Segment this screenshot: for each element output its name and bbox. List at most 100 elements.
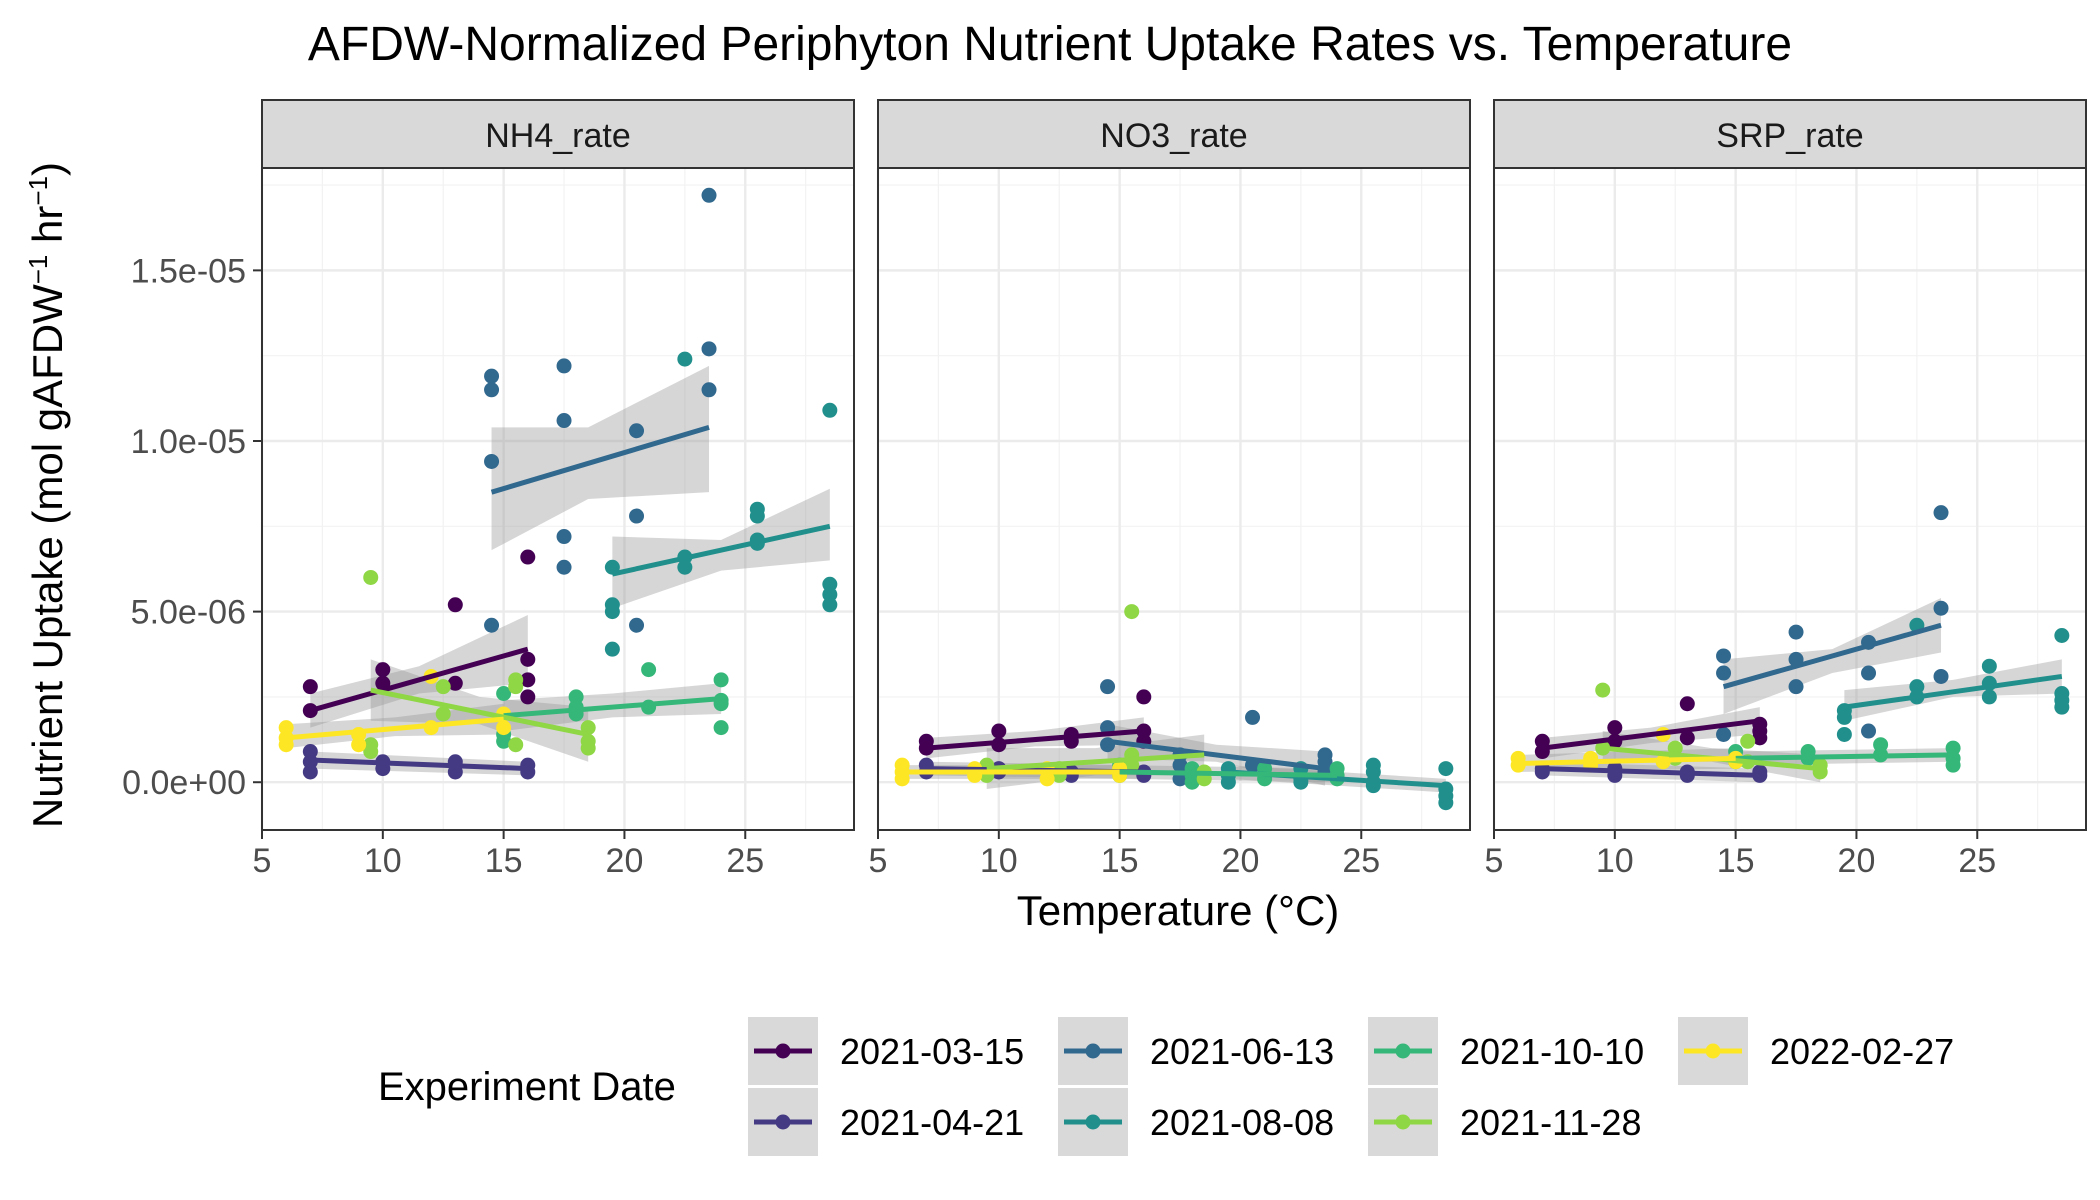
y-axis-label-end: ): [24, 162, 71, 176]
panel-border: [261, 167, 855, 831]
x-tick-label: 15: [1717, 842, 1755, 880]
fit-line-2021-03-15: [309, 646, 529, 713]
data-point-2021-10-10: [1945, 757, 1961, 773]
legend-item-2021-10-10: 2021-10-10: [1368, 1017, 1644, 1085]
data-point-2021-04-21: [302, 764, 318, 780]
data-point-2021-08-08: [2054, 627, 2070, 643]
data-point-2021-03-15: [1136, 689, 1152, 705]
data-point-2021-08-08: [604, 604, 620, 620]
legend-key-point: [1705, 1043, 1721, 1059]
legend-key-point: [775, 1114, 791, 1130]
legend: Experiment Date 2021-03-15 2021-04-21 2021…: [378, 1017, 1954, 1156]
data-point-2021-10-10: [641, 662, 657, 678]
legend-label: 2021-04-21: [840, 1102, 1024, 1143]
fit-line-2021-08-08: [611, 523, 831, 577]
facet-panel-NH4_rate: NH4_rate 5 10 15 20 25 0.0e+00 5.0e-06 1.0e-05 1.…: [122, 99, 855, 880]
data-point-2021-03-15: [1679, 696, 1695, 712]
data-point-2021-06-13: [1788, 624, 1804, 640]
data-point-2021-08-08: [1981, 689, 1997, 705]
data-point-2021-06-13: [556, 529, 572, 545]
panel-background: [1494, 168, 2086, 830]
fit-line-2021-06-13: [1107, 738, 1326, 772]
data-point-2021-06-13: [1788, 679, 1804, 695]
data-point-2021-06-13: [484, 617, 500, 633]
data-point-2021-06-13: [1933, 505, 1949, 521]
fit-line-2022-02-27: [1518, 755, 1736, 766]
data-point-2021-11-28: [363, 744, 379, 760]
data-point-2021-06-13: [629, 423, 645, 439]
data-point-2021-06-13: [629, 617, 645, 633]
data-point-2021-03-15: [991, 723, 1007, 739]
data-point-2021-11-28: [435, 706, 451, 722]
x-tick-label: 20: [1838, 842, 1876, 880]
fit-line-2022-02-27: [285, 716, 504, 741]
data-point-2021-03-15: [1679, 730, 1695, 746]
x-tick-label: 5: [869, 842, 888, 880]
data-point-2021-06-13: [701, 341, 717, 357]
data-point-2021-10-10: [713, 720, 729, 736]
data-point-2021-06-13: [1245, 709, 1261, 725]
data-point-2021-10-10: [496, 733, 512, 749]
legend-item-2022-02-27: 2022-02-27: [1678, 1017, 1954, 1085]
x-tick-label: 20: [1222, 842, 1260, 880]
data-point-2021-11-28: [435, 679, 451, 695]
legend-key-point: [1395, 1043, 1411, 1059]
data-point-2021-08-08: [604, 641, 620, 657]
legend-label: 2021-06-13: [1150, 1031, 1334, 1072]
x-tick-label: 25: [1342, 842, 1380, 880]
legend-key-point: [1085, 1114, 1101, 1130]
data-point-2021-06-13: [1861, 723, 1877, 739]
legend-key-point: [775, 1043, 791, 1059]
data-point-2022-02-27: [278, 737, 294, 753]
data-point-2022-02-27: [1039, 771, 1055, 787]
fit-line-2021-10-10: [1735, 752, 1954, 761]
data-point-2021-03-15: [447, 597, 463, 613]
panel-border: [877, 167, 1471, 831]
data-point-2021-06-13: [629, 508, 645, 524]
x-tick-label: 15: [485, 842, 523, 880]
data-point-2021-06-13: [1933, 600, 1949, 616]
data-point-2021-08-08: [677, 351, 693, 367]
data-point-2021-06-13: [1716, 665, 1732, 681]
legend-label: 2022-02-27: [1770, 1031, 1954, 1072]
y-axis-label-sup1: −1: [23, 255, 53, 285]
data-point-2021-03-15: [375, 662, 391, 678]
fit-line-2021-10-10: [1119, 769, 1338, 778]
data-point-2021-08-08: [1981, 658, 1997, 674]
fit-line-2021-10-10: [503, 696, 722, 719]
data-point-2021-03-15: [520, 651, 536, 667]
data-point-2022-02-27: [496, 720, 512, 736]
fit-line-2021-06-13: [490, 424, 710, 495]
facet-panel-SRP_rate: SRP_rate 5 10 15 20 25: [1485, 99, 2087, 880]
data-point-2021-06-13: [1716, 648, 1732, 664]
data-point-2021-06-13: [484, 453, 500, 469]
data-point-2021-11-28: [363, 569, 379, 585]
data-point-2021-06-13: [701, 382, 717, 398]
data-point-2021-11-28: [1595, 682, 1611, 698]
data-point-2021-08-08: [1220, 774, 1236, 790]
data-point-2021-06-13: [1100, 679, 1116, 695]
data-point-2021-10-10: [1184, 774, 1200, 790]
data-point-2021-10-10: [713, 672, 729, 688]
data-point-2021-06-13: [1716, 726, 1732, 742]
data-point-2021-06-13: [1861, 665, 1877, 681]
data-point-2021-06-13: [484, 382, 500, 398]
data-point-2021-08-08: [1836, 726, 1852, 742]
data-point-2021-03-15: [1752, 730, 1768, 746]
fit-line-2021-04-21: [1542, 766, 1760, 778]
data-point-2021-11-28: [1124, 604, 1140, 620]
panel-border: [1493, 167, 2087, 831]
data-point-2021-08-08: [1836, 709, 1852, 725]
data-point-2021-10-10: [496, 686, 512, 702]
fit-line-2021-04-21: [310, 757, 528, 772]
facet-panels: NH4_rate 5 10 15 20 25 0.0e+00 5.0e-06 1.0e-05 1.…: [122, 99, 2087, 880]
y-tick-label: 1.5e-05: [131, 252, 246, 290]
y-axis-label: Nutrient Uptake (mol gAFDW−1 hr−1): [23, 162, 71, 828]
data-point-2021-11-28: [1740, 733, 1756, 749]
legend-title: Experiment Date: [378, 1065, 676, 1109]
legend-label: 2021-10-10: [1460, 1031, 1644, 1072]
data-point-2021-11-28: [580, 740, 596, 756]
x-tick-label: 25: [726, 842, 764, 880]
data-point-2021-08-08: [822, 597, 838, 613]
legend-item-2021-08-08: 2021-08-08: [1058, 1088, 1334, 1156]
